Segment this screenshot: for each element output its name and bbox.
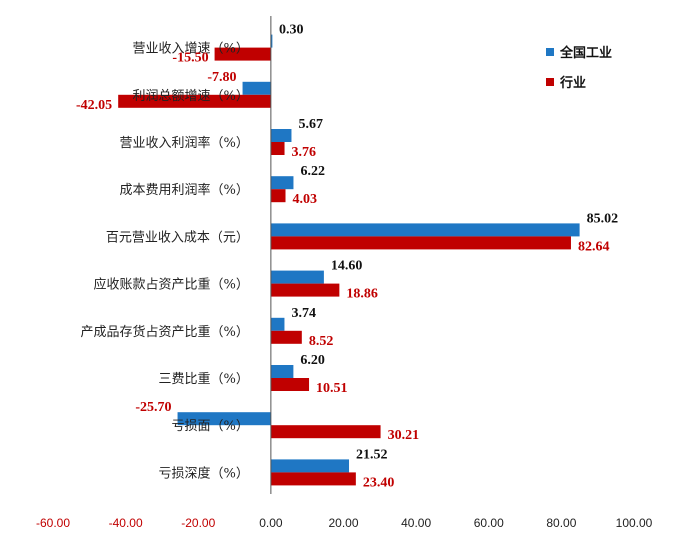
bar-industry — [270, 425, 381, 439]
bar-industry — [270, 283, 340, 297]
value-label: 6.20 — [300, 353, 325, 368]
category-label: 亏损深度（%） — [159, 465, 249, 481]
category-label: 营业收入增速（%） — [133, 42, 249, 57]
bar-national — [270, 129, 292, 142]
category-label: 成本费用利润率（%） — [120, 182, 249, 198]
bar-industry — [270, 142, 285, 155]
value-label: 85.02 — [587, 211, 619, 226]
x-tick-label: 100.00 — [616, 516, 653, 530]
value-label: 4.03 — [293, 192, 318, 207]
legend-label: 行业 — [559, 75, 586, 91]
category-label: 三费比重（%） — [159, 371, 249, 387]
value-label: -42.05 — [76, 98, 112, 113]
value-label: 10.51 — [316, 381, 348, 396]
bar-industry — [270, 378, 310, 391]
value-label: 5.67 — [298, 117, 323, 132]
category-label: 营业收入利润率（%） — [120, 135, 249, 151]
x-tick-label: 80.00 — [546, 516, 576, 530]
x-tick-label: -60.00 — [36, 516, 70, 530]
bar-national — [270, 34, 273, 48]
x-tick-label: 20.00 — [328, 516, 358, 530]
legend-label: 全国工业 — [559, 45, 612, 61]
legend-swatch — [546, 78, 554, 86]
bar-industry — [270, 189, 286, 203]
value-label: 3.76 — [292, 145, 317, 160]
value-label: -15.50 — [172, 51, 208, 66]
category-label: 产成品存货占资产比重（%） — [81, 324, 249, 340]
x-tick-label: 40.00 — [401, 516, 431, 530]
value-label: -7.80 — [207, 70, 236, 85]
bar-industry — [214, 47, 271, 61]
bar-industry — [270, 330, 302, 344]
x-tick-label: -40.00 — [109, 516, 143, 530]
value-label: 30.21 — [388, 428, 420, 443]
legend-swatch — [546, 48, 554, 56]
bar-industry — [118, 94, 271, 108]
value-label: 14.60 — [331, 259, 363, 274]
category-label: 应收账款占资产比重（%） — [94, 277, 249, 293]
value-label: 6.22 — [300, 164, 325, 179]
value-label: 8.52 — [309, 334, 334, 349]
value-label: 23.40 — [363, 475, 395, 490]
value-label: 82.64 — [578, 239, 610, 254]
bar-national — [270, 270, 324, 284]
bar-national — [242, 81, 271, 95]
x-tick-label: 60.00 — [474, 516, 504, 530]
bar-national — [270, 365, 294, 378]
bar-national — [270, 223, 580, 237]
x-tick-label: -20.00 — [181, 516, 215, 530]
bar-national — [270, 317, 285, 331]
bar-national — [270, 176, 294, 190]
category-labels: 营业收入增速（%） 利润总额增速（%） 营业收入利润率（%） 成本费用利润率（%） 百元… — [81, 42, 249, 482]
bars-layer — [118, 34, 580, 486]
value-labels: 0.30 -15.50 -7.80 -42.05 5.67 3.76 6.22 4.03 85.… — [76, 23, 618, 491]
bar-national — [177, 412, 271, 426]
category-label: 利润总额增速（%） — [133, 89, 249, 104]
bar-industry — [270, 472, 356, 486]
value-label: 0.30 — [279, 23, 304, 38]
value-label: -25.70 — [135, 400, 171, 415]
category-label: 亏损面（%） — [172, 419, 249, 434]
value-label: 21.52 — [356, 447, 388, 462]
bar-industry — [270, 236, 571, 250]
value-label: 18.86 — [346, 287, 378, 302]
value-label: 3.74 — [291, 306, 316, 321]
x-axis-ticks: -60.00 -40.00 -20.00 0.00 20.00 40.00 60.00 80.… — [36, 516, 653, 530]
x-tick-label: 0.00 — [259, 516, 283, 530]
bar-national — [270, 459, 350, 473]
category-label: 百元营业收入成本（元） — [106, 230, 249, 245]
